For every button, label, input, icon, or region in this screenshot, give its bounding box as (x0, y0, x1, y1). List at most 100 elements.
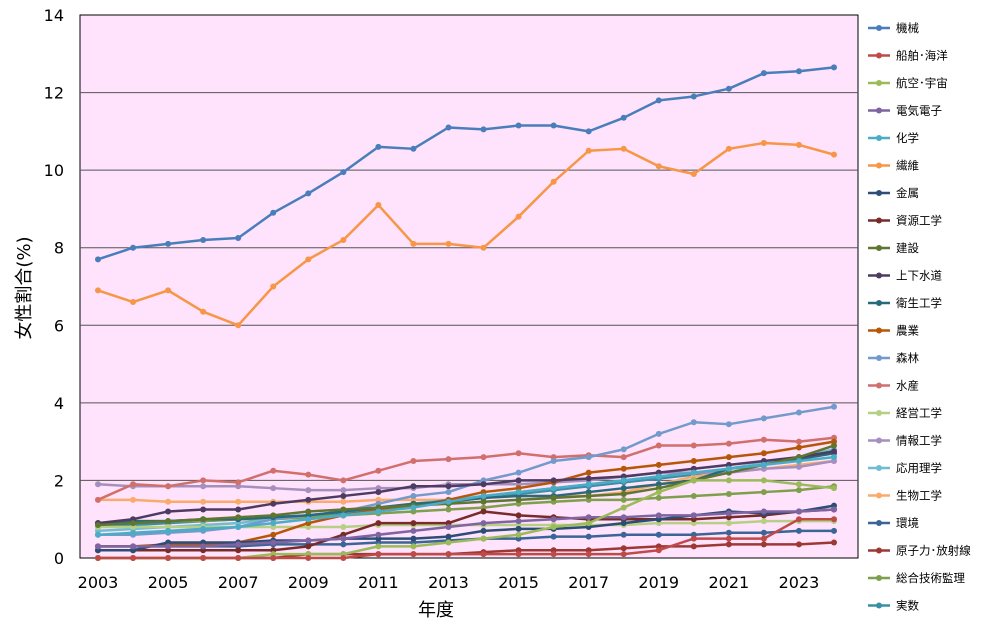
data-point (655, 461, 662, 468)
data-point (480, 508, 487, 515)
data-point (130, 529, 137, 536)
data-point (95, 256, 101, 263)
data-point (235, 523, 242, 530)
data-point (200, 477, 207, 484)
data-point (410, 520, 417, 527)
data-point (480, 492, 487, 499)
series-line (97, 436, 835, 501)
data-point (550, 523, 557, 530)
legend-item: 情報工学 (868, 434, 942, 448)
data-point (305, 256, 312, 263)
data-point (760, 541, 767, 548)
legend-label: 原子力･放射線 (896, 544, 971, 558)
data-point (130, 481, 137, 488)
legend-marker (876, 80, 882, 86)
data-point (165, 483, 172, 490)
data-point (760, 436, 767, 443)
x-tick-label: 2019 (638, 573, 679, 592)
data-point (200, 525, 207, 532)
data-point (585, 492, 592, 499)
legend-item: 船舶･海洋 (868, 49, 948, 63)
data-point (550, 122, 557, 129)
plot-area (79, 14, 859, 559)
data-point (235, 235, 242, 242)
series-化学 (95, 454, 837, 538)
data-point (725, 85, 732, 92)
series-group (95, 64, 837, 561)
data-point (831, 64, 837, 71)
legend-item: 原子力･放射線 (868, 544, 971, 558)
data-point (690, 492, 697, 499)
data-point (690, 477, 697, 484)
data-point (305, 555, 312, 561)
legend-item: 繊維 (868, 159, 919, 173)
series-line (98, 508, 835, 552)
legend-marker (876, 410, 882, 416)
data-point (795, 458, 802, 465)
legend-label: 電気電子 (896, 104, 942, 118)
legend-item: 経営工学 (868, 406, 942, 420)
data-point (480, 126, 487, 133)
data-point (340, 506, 347, 513)
data-point (95, 531, 101, 538)
data-point (375, 520, 382, 527)
data-point (270, 520, 277, 527)
data-point (515, 213, 522, 220)
x-tick-label: 2013 (428, 573, 469, 592)
data-point (305, 543, 312, 550)
data-point (585, 514, 592, 521)
data-point (831, 516, 837, 523)
data-point (620, 477, 627, 484)
data-point (795, 516, 802, 523)
data-point (130, 496, 137, 503)
data-point (795, 409, 802, 416)
data-point (375, 489, 382, 496)
data-point (270, 500, 277, 507)
data-point (831, 403, 837, 410)
data-point (130, 244, 137, 251)
data-point (515, 489, 522, 496)
data-point (725, 529, 732, 536)
series-line (97, 455, 835, 536)
legend-label: 機械 (896, 21, 919, 35)
data-point (690, 171, 697, 178)
data-point (585, 128, 592, 135)
legend-marker (876, 135, 882, 141)
y-axis-title: 女性割合(%) (14, 236, 35, 339)
data-point (95, 287, 101, 294)
x-tick-label: 2003 (78, 573, 119, 592)
data-point (690, 535, 697, 542)
data-point (620, 485, 627, 492)
data-point (375, 543, 382, 550)
y-tick-label: 4 (54, 394, 64, 413)
data-point (585, 551, 592, 558)
series-line (97, 66, 835, 261)
data-point (235, 322, 242, 329)
data-point (831, 448, 837, 455)
legend-item: 上下水道 (868, 269, 942, 283)
data-point (795, 527, 802, 534)
data-point (410, 535, 417, 542)
data-point (585, 481, 592, 488)
data-point (165, 287, 172, 294)
legend-label: 環境 (896, 516, 919, 530)
legend-label: 生物工学 (896, 489, 942, 503)
data-point (725, 440, 732, 447)
data-point (270, 467, 277, 474)
data-point (340, 541, 347, 548)
data-point (620, 531, 627, 538)
data-point (235, 555, 242, 561)
data-point (725, 520, 732, 527)
data-point (410, 145, 417, 152)
data-point (760, 529, 767, 536)
data-point (515, 525, 522, 532)
data-point (690, 469, 697, 476)
data-point (340, 512, 347, 519)
data-point (445, 456, 452, 463)
data-point (235, 506, 242, 513)
data-point (445, 539, 452, 546)
data-point (270, 512, 277, 519)
data-point (725, 421, 732, 428)
y-tick-labels: 0 2 4 6 8 10 12 14 (44, 6, 64, 568)
data-point (795, 487, 802, 494)
